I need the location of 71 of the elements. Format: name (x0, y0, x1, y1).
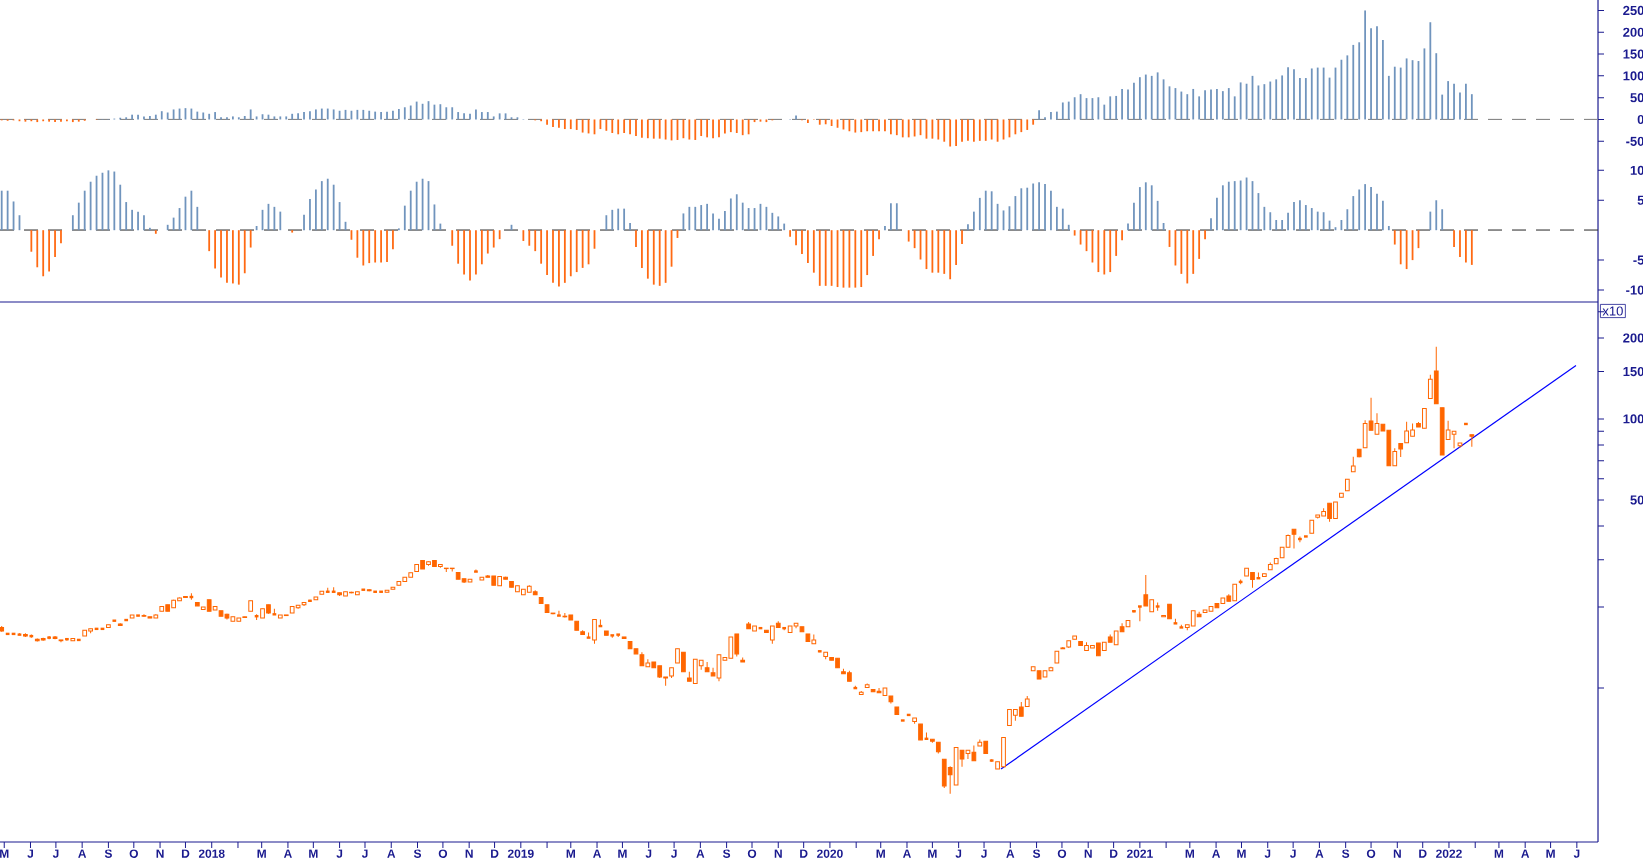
x-tick-label: N (1393, 849, 1401, 858)
x-tick-label: M (876, 849, 885, 858)
x-tick-label: J (52, 849, 59, 858)
x-tick-label: 2022 (1436, 849, 1462, 858)
x-tick-label: O (747, 849, 757, 858)
x-tick-label: 2020 (816, 849, 843, 858)
x-tick-label: M (928, 849, 937, 858)
x-tick-label: M (309, 849, 318, 858)
x-tick-label: J (336, 849, 343, 858)
x-tick-label: A (1212, 849, 1221, 858)
x-tick-label: A (1521, 849, 1530, 858)
x-tick-label: S (413, 849, 422, 858)
x-tick-label: J (27, 849, 34, 858)
x-tick-label: 2021 (1126, 849, 1153, 858)
x-tick-label: D (491, 849, 499, 858)
y-tick-label: 100 (1623, 71, 1643, 81)
x-tick-label: 2018 (198, 849, 225, 858)
x-tick-label: J (645, 849, 652, 858)
y-tick-label: 50 (1630, 93, 1643, 103)
x-tick-label: S (1032, 849, 1041, 858)
text: x10 (1602, 306, 1623, 316)
y-tick-label: 100 (1623, 414, 1643, 424)
x-tick-label: D (181, 849, 190, 858)
x-tick-label: O (1366, 849, 1376, 858)
x-tick-label: A (78, 849, 87, 858)
x-tick-label: A (696, 849, 705, 858)
x-tick-label: J (1573, 849, 1580, 858)
x-tick-label: M (0, 849, 9, 858)
x-tick-label: A (1315, 849, 1324, 858)
x-tick-label: J (670, 849, 677, 858)
x-tick-label: S (1341, 849, 1350, 858)
x-tick-label: D (800, 849, 808, 858)
x-tick-label: M (566, 849, 575, 858)
x-tick-label: J (1264, 849, 1271, 858)
x-tick-label: A (387, 849, 396, 858)
x-tick-label: N (774, 849, 782, 858)
y-tick-label: 200 (1623, 27, 1643, 37)
x-tick-label: 2019 (507, 849, 534, 858)
y-tick-label: -50 (1626, 136, 1643, 146)
x-tick-label: S (104, 849, 112, 858)
x-tick-label: A (283, 849, 292, 858)
x-tick-label: J (955, 849, 962, 858)
y-tick-label: 150 (1623, 366, 1643, 377)
y-tick-label: 250 (1623, 5, 1643, 16)
x-tick-label: M (1185, 849, 1195, 858)
y-tick-label: 50 (1630, 495, 1643, 505)
y-tick-label: -10 (1626, 285, 1643, 295)
y-tick-label: 10 (1630, 165, 1643, 175)
x-tick-label: M (257, 849, 266, 858)
x-tick-label: O (438, 849, 448, 858)
x-tick-label: M (1494, 849, 1504, 858)
y-tick-label: 200 (1623, 333, 1643, 343)
x-tick-label: N (1084, 849, 1092, 858)
x-tick-label: A (1006, 849, 1015, 858)
x-tick-label: A (902, 849, 911, 858)
x-tick-label: D (1110, 849, 1118, 858)
y-tick-label: 0 (1637, 114, 1643, 125)
x-tick-label: M (618, 849, 627, 858)
y-tick-label: 150 (1623, 49, 1643, 59)
x-tick-label: O (1057, 849, 1067, 858)
x-tick-label: J (1289, 849, 1296, 858)
x-tick-label: S (722, 849, 731, 858)
x-tick-label: M (1546, 849, 1555, 858)
x-tick-label: A (593, 849, 602, 858)
x-tick-label: J (980, 849, 987, 858)
x-tick-label: O (129, 849, 138, 858)
x-tick-label: M (1237, 849, 1246, 858)
x-tick-label: N (156, 849, 164, 858)
x-tick-label: J (361, 849, 368, 858)
x-tick-label: D (1419, 849, 1427, 858)
x-tick-label: N (465, 849, 473, 858)
